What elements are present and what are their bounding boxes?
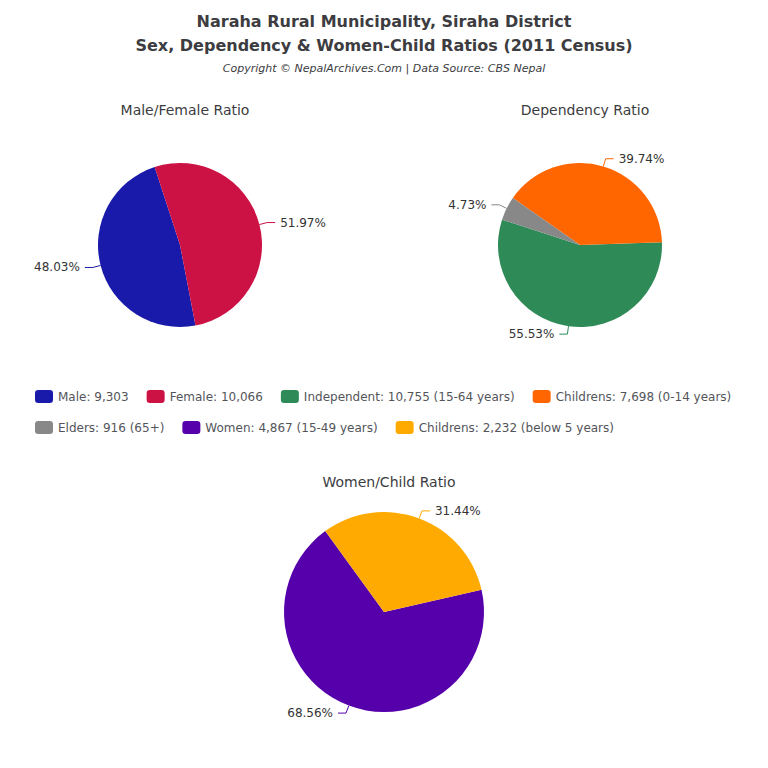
svg-text:Childrens: 2,232 (below 5 year: Childrens: 2,232 (below 5 years)	[419, 421, 614, 435]
svg-text:Dependency Ratio: Dependency Ratio	[521, 102, 650, 118]
svg-text:31.44%: 31.44%	[435, 504, 481, 518]
svg-text:Women/Child Ratio: Women/Child Ratio	[322, 474, 455, 490]
svg-text:68.56%: 68.56%	[287, 706, 333, 720]
svg-text:Women: 4,867 (15-49 years): Women: 4,867 (15-49 years)	[205, 421, 377, 435]
svg-text:Copyright © NepalArchives.Com: Copyright © NepalArchives.Com | Data Sou…	[223, 62, 545, 75]
svg-text:Naraha Rural Municipality, Sir: Naraha Rural Municipality, Siraha Distri…	[197, 12, 572, 31]
svg-text:48.03%: 48.03%	[34, 260, 80, 274]
svg-text:4.73%: 4.73%	[448, 198, 486, 212]
svg-text:Male: 9,303: Male: 9,303	[58, 390, 129, 404]
svg-text:Childrens: 7,698 (0-14 years): Childrens: 7,698 (0-14 years)	[556, 390, 732, 404]
svg-text:Male/Female Ratio: Male/Female Ratio	[121, 102, 250, 118]
svg-text:Independent: 10,755 (15-64 yea: Independent: 10,755 (15-64 years)	[304, 390, 515, 404]
svg-text:Female: 10,066: Female: 10,066	[170, 390, 263, 404]
svg-text:55.53%: 55.53%	[509, 327, 555, 341]
svg-text:51.97%: 51.97%	[280, 216, 326, 230]
svg-text:Sex, Dependency & Women-Child: Sex, Dependency & Women-Child Ratios (20…	[135, 36, 632, 55]
svg-text:Elders: 916 (65+): Elders: 916 (65+)	[58, 421, 164, 435]
svg-text:39.74%: 39.74%	[619, 152, 665, 166]
